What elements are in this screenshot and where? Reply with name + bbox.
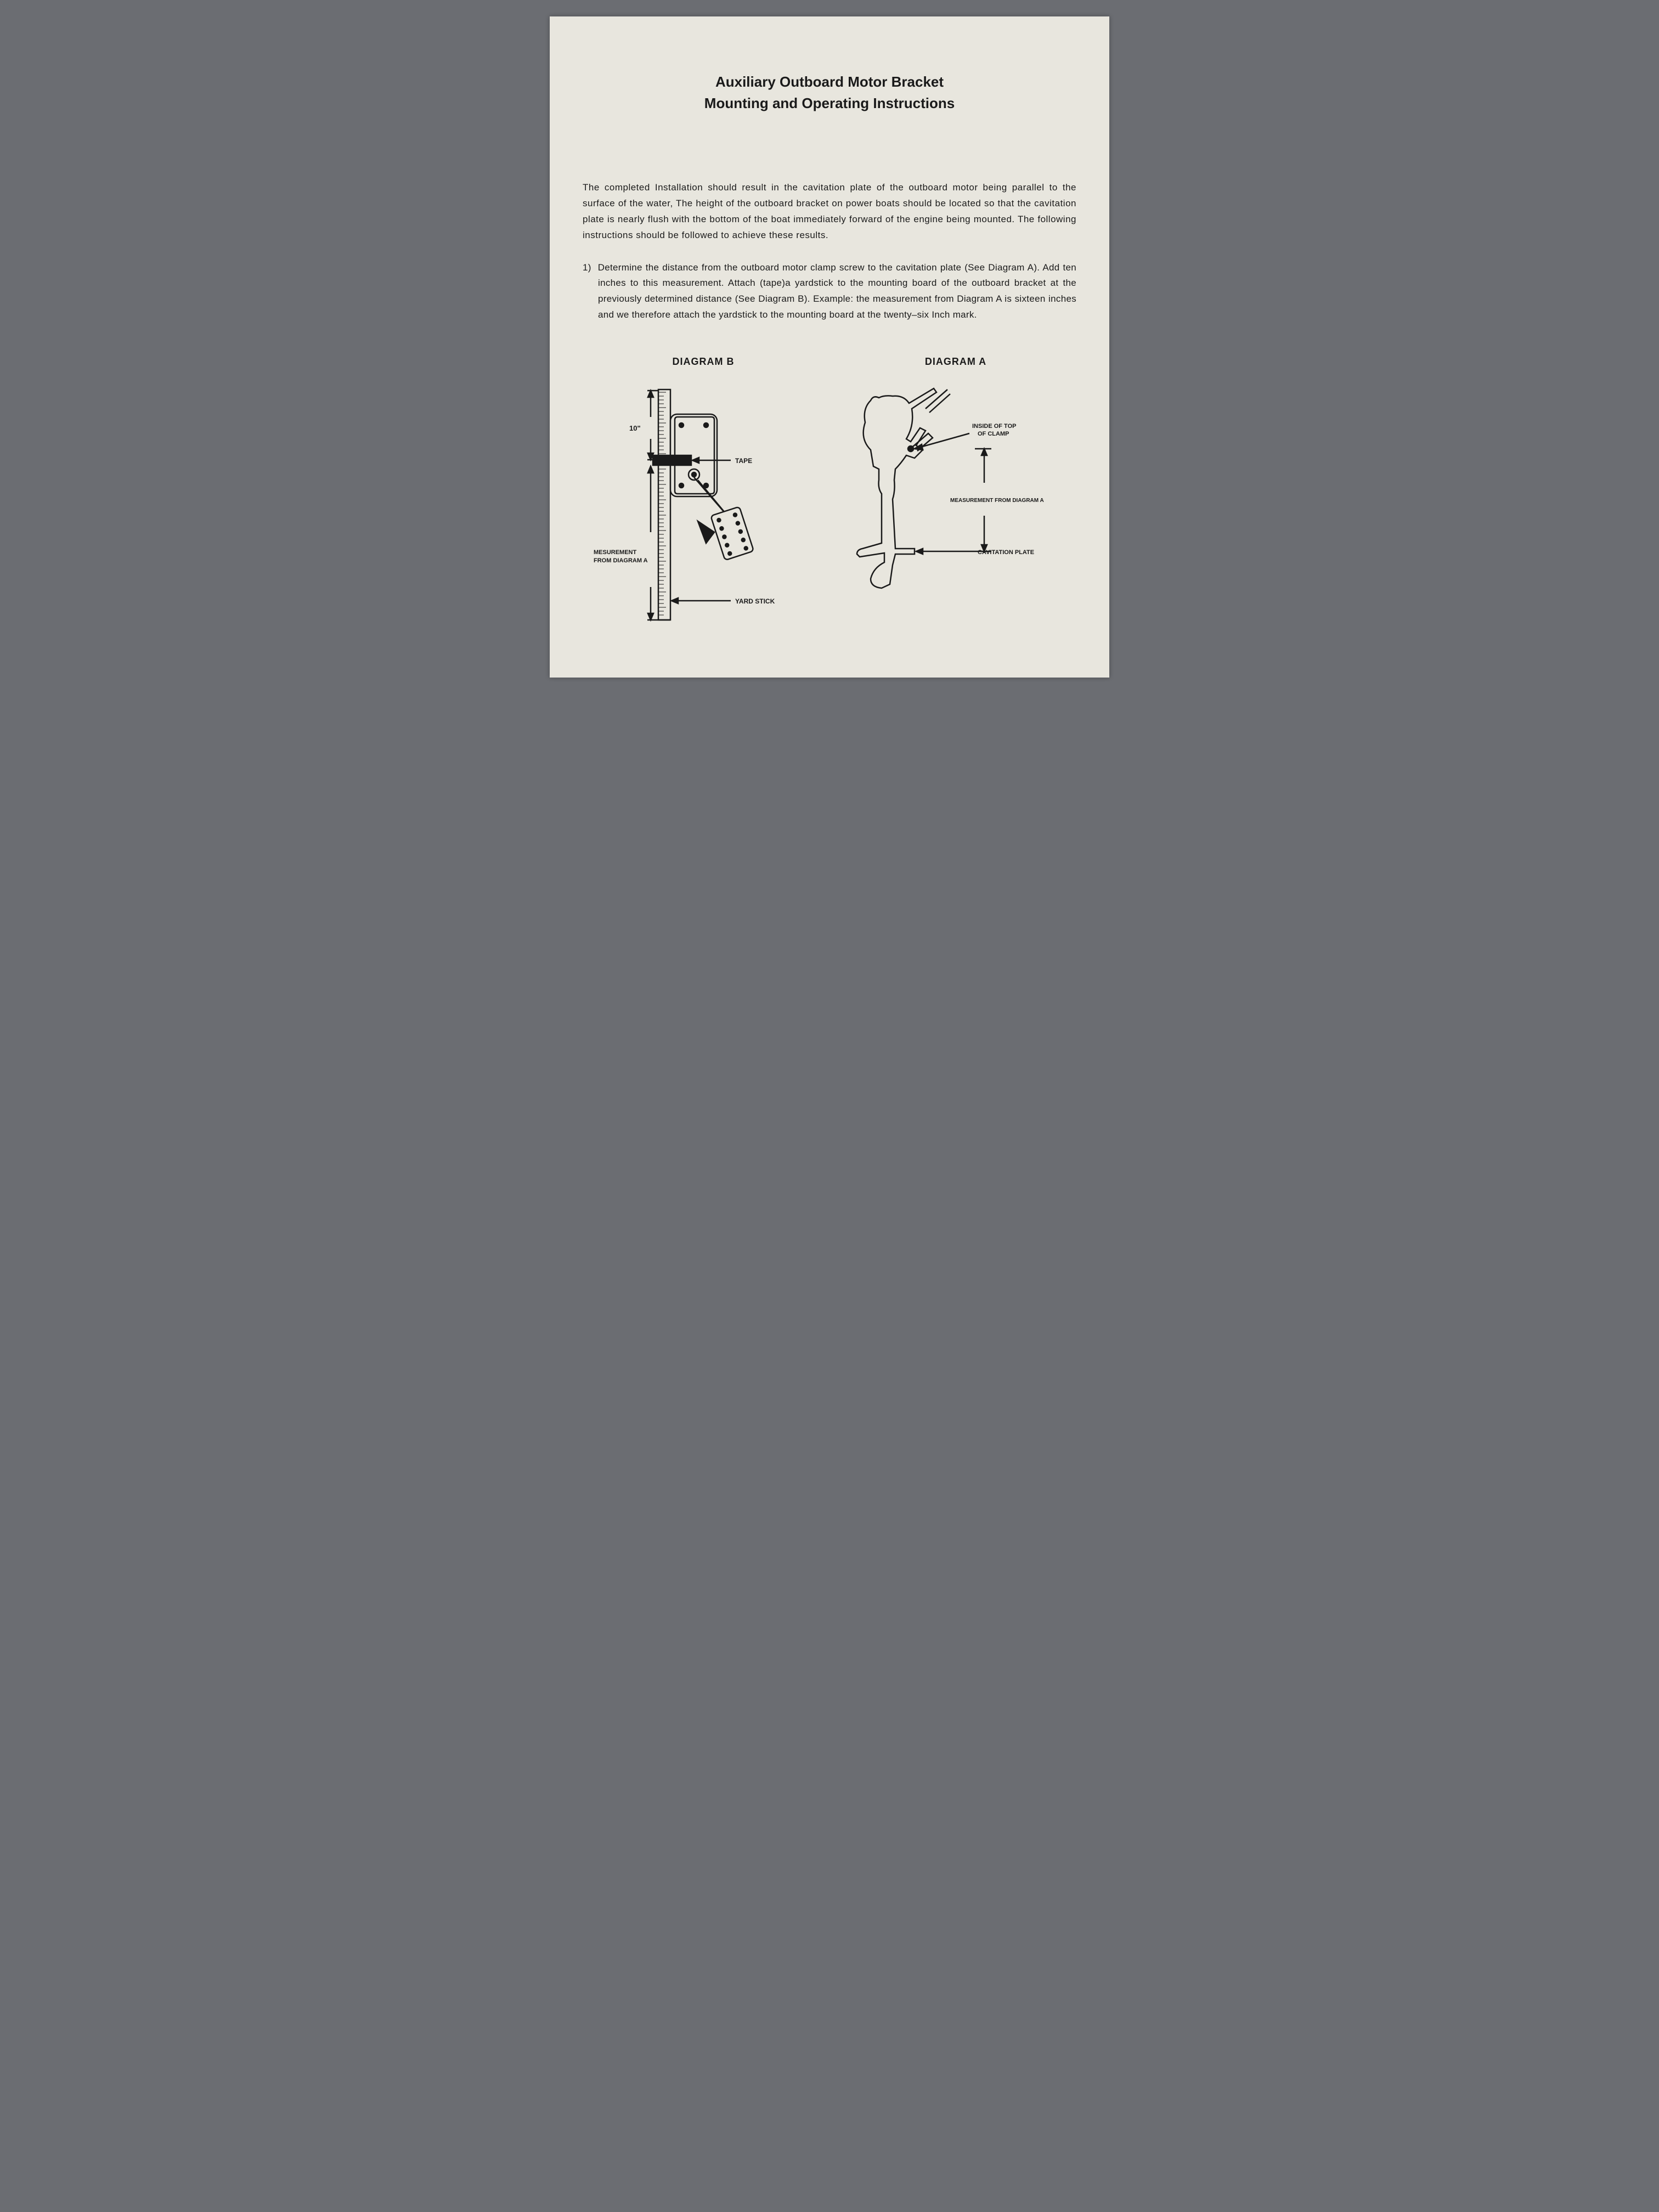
diagram-b-column: DIAGRAM B bbox=[583, 356, 824, 634]
step-1: 1) Determine the distance from the outbo… bbox=[583, 260, 1076, 324]
label-clamp-2: OF CLAMP bbox=[978, 431, 1009, 437]
label-cavitation: CAVITATION PLATE bbox=[978, 549, 1034, 556]
label-measurement-b1: MESUREMENT bbox=[594, 549, 637, 556]
diagram-b-title: DIAGRAM B bbox=[583, 356, 824, 368]
instruction-page: Auxiliary Outboard Motor Bracket Mountin… bbox=[550, 16, 1109, 678]
diagram-a-svg: INSIDE OF TOP OF CLAMP MEASUREMENT FROM … bbox=[835, 379, 1076, 631]
step-1-text: Determine the distance from the outboard… bbox=[598, 262, 1076, 320]
diagram-a-title: DIAGRAM A bbox=[835, 356, 1076, 368]
label-measurement-a: MEASUREMENT FROM DIAGRAM A bbox=[950, 498, 1044, 504]
title-line-2: Mounting and Operating Instructions bbox=[704, 95, 955, 111]
intro-paragraph: The completed Installation should result… bbox=[583, 180, 1076, 244]
label-yardstick: YARD STICK bbox=[735, 597, 775, 605]
label-ten-inch: 10" bbox=[629, 424, 641, 432]
label-tape: TAPE bbox=[735, 457, 752, 465]
label-measurement-b2: FROM DIAGRAM A bbox=[594, 557, 648, 564]
title-line-1: Auxiliary Outboard Motor Bracket bbox=[715, 74, 944, 90]
diagram-a-column: DIAGRAM A bbox=[835, 356, 1076, 634]
diagrams-row: DIAGRAM B bbox=[583, 356, 1076, 634]
step-1-number: 1) bbox=[583, 262, 591, 273]
label-clamp-1: INSIDE OF TOP bbox=[972, 423, 1016, 430]
diagram-b-svg: 10" TAPE MESUREMENT FROM DIAGRAM A YARD … bbox=[583, 379, 824, 631]
document-title: Auxiliary Outboard Motor Bracket Mountin… bbox=[583, 71, 1076, 114]
